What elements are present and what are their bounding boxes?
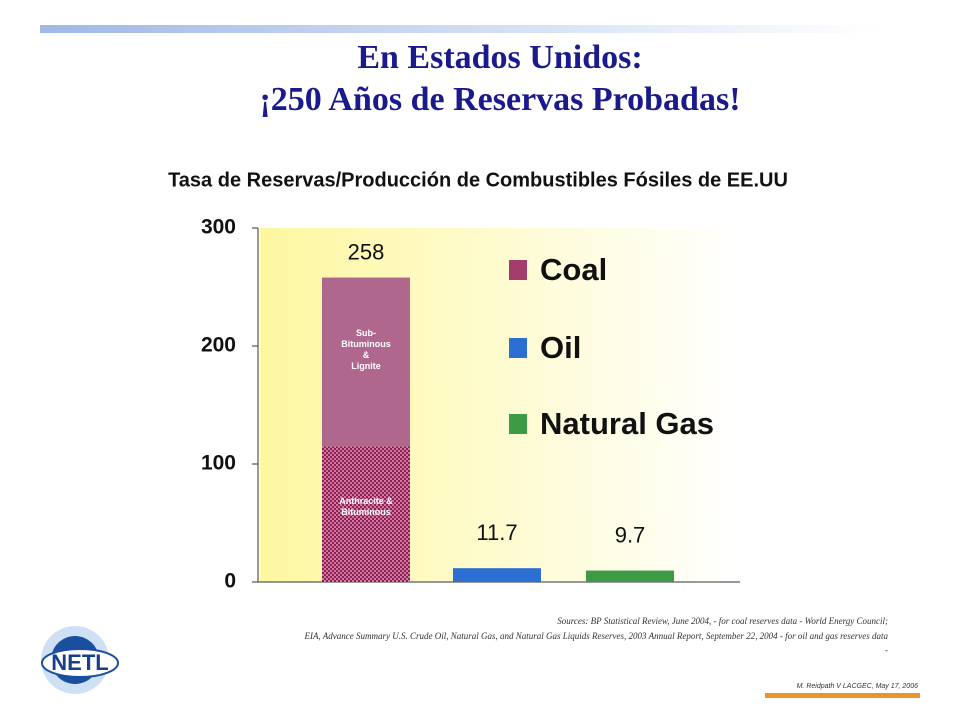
segment-label: & xyxy=(363,350,370,360)
source: EIA, Advance Summary U.S. Crude Oil, Nat… xyxy=(303,631,888,641)
source: - xyxy=(885,645,888,655)
y-tick-label: 0 xyxy=(224,570,236,593)
chart-title: Tasa de Reservas/Producción de Combustib… xyxy=(168,169,788,191)
top-bar xyxy=(40,25,880,33)
legend-swatch xyxy=(509,338,527,358)
bar xyxy=(586,570,674,582)
segment-label: Bituminous xyxy=(341,507,391,517)
footer: M. Reidpath V LACGEC, May 17, 2006 xyxy=(797,683,918,690)
y-tick-label: 100 xyxy=(201,452,236,475)
data-label: 11.7 xyxy=(476,520,517,545)
data-label: 258 xyxy=(348,239,385,264)
title: En Estados Unidos: xyxy=(357,39,642,76)
legend-label: Oil xyxy=(540,330,581,365)
y-tick-label: 200 xyxy=(201,334,236,357)
title: ¡250 Años de Reservas Probadas! xyxy=(259,81,740,118)
source: Sources: BP Statistical Review, June 200… xyxy=(557,616,888,626)
legend-label: Natural Gas xyxy=(540,406,714,441)
y-tick-label: 300 xyxy=(201,216,236,239)
bar xyxy=(453,568,541,582)
segment-label: Bituminous xyxy=(341,339,391,349)
data-label: 9.7 xyxy=(615,522,646,547)
logo: NETL xyxy=(41,626,119,694)
bottom-bar xyxy=(765,693,920,698)
bar-segment xyxy=(322,277,410,447)
legend-swatch xyxy=(509,260,527,280)
logo-text: NETL xyxy=(51,650,108,675)
pattern-overlay xyxy=(322,446,410,582)
legend-swatch xyxy=(509,414,527,434)
segment-label: Sub- xyxy=(356,328,376,338)
legend-label: Coal xyxy=(540,252,607,287)
segment-label: Lignite xyxy=(351,361,381,371)
segment-label: Anthracite & xyxy=(339,496,393,506)
